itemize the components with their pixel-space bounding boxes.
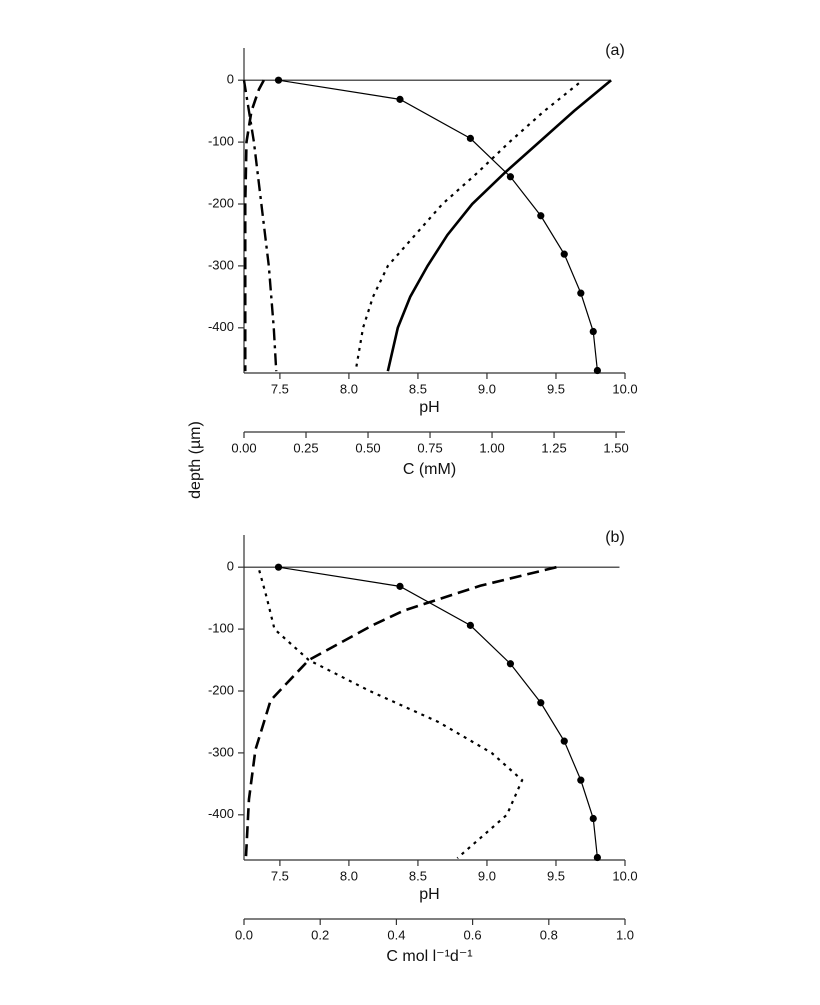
data-point	[274, 76, 283, 84]
x-tick-label: 8.5	[409, 381, 427, 396]
data-point	[560, 250, 568, 258]
data-point	[537, 212, 545, 220]
x-axis-label: pH	[419, 886, 439, 903]
data-point	[274, 563, 283, 571]
y-tick-label: 0	[227, 72, 234, 87]
x-tick-label: 9.0	[478, 381, 496, 396]
x2-tick-label: 0.4	[387, 927, 405, 942]
x2-tick-label: 0.0	[235, 927, 253, 942]
series-line	[258, 569, 524, 859]
x2-tick-label: 0.50	[355, 440, 380, 455]
x2-tick-label: 0.8	[540, 927, 558, 942]
x2-tick-label: 1.50	[603, 440, 628, 455]
data-point	[466, 621, 474, 629]
x-tick-label: 9.5	[547, 868, 565, 883]
data-point	[577, 776, 585, 784]
series-line	[354, 82, 580, 372]
x-tick-label: 10.0	[612, 868, 637, 883]
data-point	[593, 853, 601, 862]
y-tick-label: 0	[227, 559, 234, 574]
series-line	[243, 79, 265, 372]
data-point	[560, 737, 568, 745]
y-axis-label: depth (µm)	[187, 421, 204, 499]
x-tick-label: 8.5	[409, 868, 427, 883]
x-tick-label: 8.0	[340, 381, 358, 396]
x2-tick-label: 0.25	[293, 440, 318, 455]
data-point	[396, 95, 404, 103]
x2-tick-label: 1.25	[541, 440, 566, 455]
panel-label: (a)	[605, 42, 625, 59]
panel-label: (b)	[605, 529, 625, 546]
y-tick-label: -300	[208, 744, 234, 759]
y-tick-label: -400	[208, 319, 234, 334]
data-point	[506, 660, 515, 668]
x2-tick-label: 0.75	[417, 440, 442, 455]
x2-tick-label: 1.0	[616, 927, 634, 942]
data-point	[577, 289, 585, 297]
x2-tick-label: 0.6	[464, 927, 482, 942]
data-point	[396, 582, 404, 590]
y-tick-label: -400	[208, 806, 234, 821]
series-line	[386, 79, 612, 372]
y-tick-label: -100	[208, 134, 234, 149]
x-tick-label: 8.0	[340, 868, 358, 883]
y-tick-label: -200	[208, 682, 234, 697]
x-tick-label: 9.5	[547, 381, 565, 396]
data-point	[589, 327, 597, 336]
y-tick-label: -100	[208, 621, 234, 636]
x-axis-label: pH	[419, 399, 439, 416]
data-point	[593, 366, 601, 375]
y-tick-label: -300	[208, 257, 234, 272]
series-line	[278, 566, 598, 858]
x2-tick-label: 0.00	[231, 440, 256, 455]
x2-axis-label: C (mM)	[403, 461, 456, 478]
x-tick-label: 10.0	[612, 381, 637, 396]
x-tick-label: 7.5	[271, 381, 289, 396]
x2-tick-label: 1.00	[479, 440, 504, 455]
series-line	[278, 79, 598, 371]
series-line	[244, 565, 557, 859]
data-point	[506, 173, 515, 181]
x2-axis-label: C mol l⁻¹d⁻¹	[386, 948, 472, 965]
data-point	[589, 814, 597, 823]
series-line	[242, 80, 278, 372]
x-tick-label: 9.0	[478, 868, 496, 883]
x2-tick-label: 0.2	[311, 927, 329, 942]
y-tick-label: -200	[208, 195, 234, 210]
data-point	[466, 134, 474, 142]
data-point	[537, 699, 545, 707]
x-tick-label: 7.5	[271, 868, 289, 883]
